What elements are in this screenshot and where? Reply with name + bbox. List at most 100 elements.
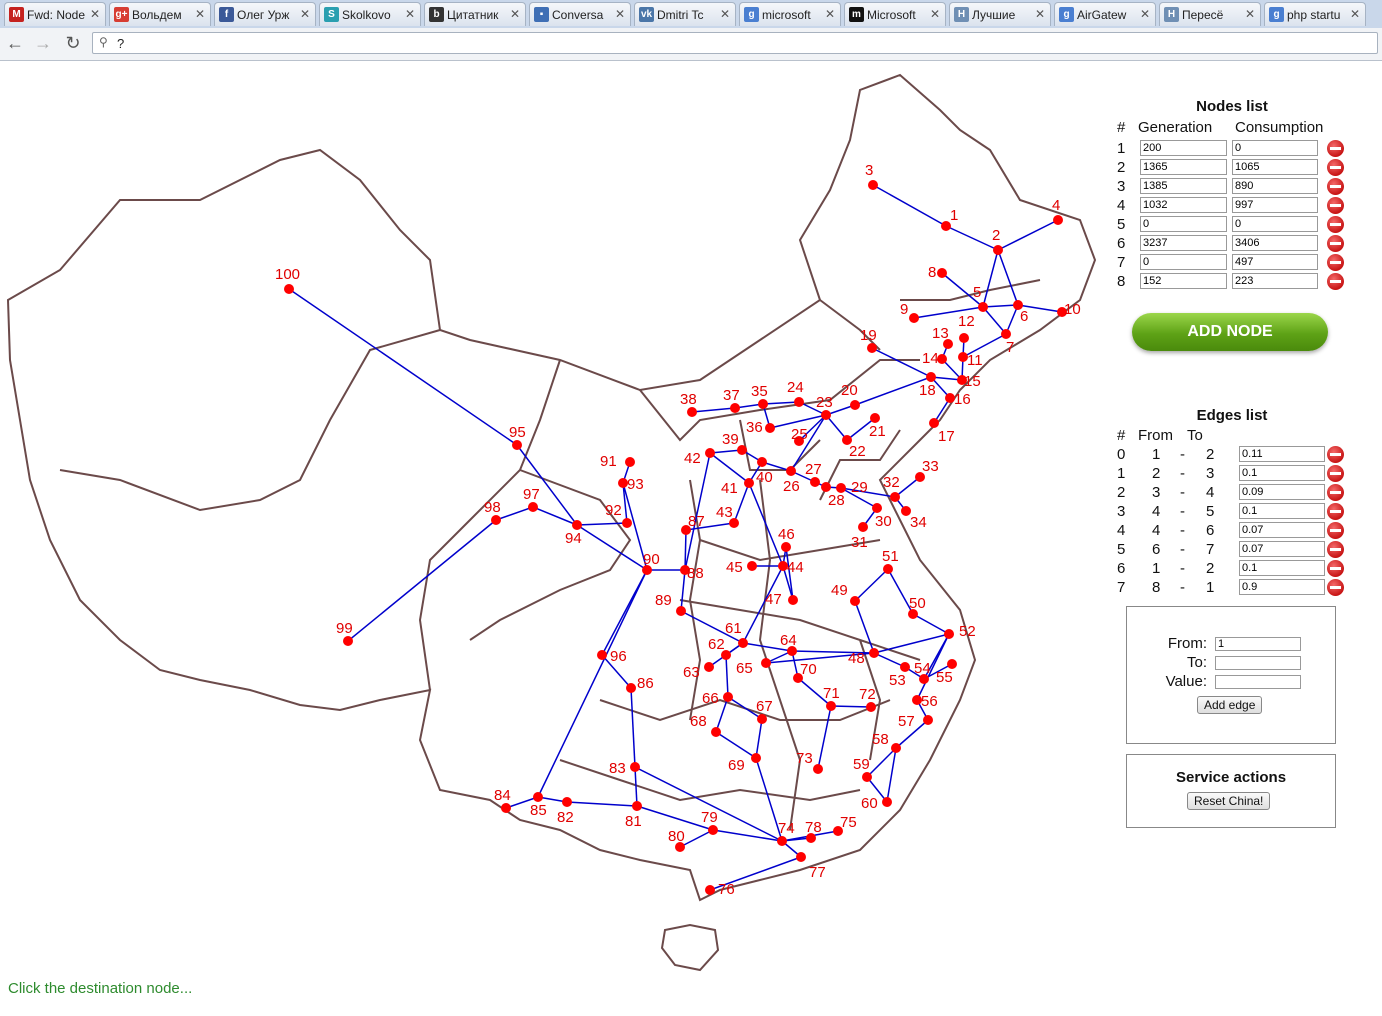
node-dot[interactable]: [900, 662, 910, 672]
node-dot[interactable]: [862, 772, 872, 782]
map-node[interactable]: 79: [701, 809, 718, 835]
node-dot[interactable]: [826, 701, 836, 711]
node-dot[interactable]: [777, 836, 787, 846]
browser-tab[interactable]: b Цитатник ✕: [424, 2, 526, 26]
map-node[interactable]: 68: [690, 713, 721, 737]
node-dot[interactable]: [793, 673, 803, 683]
node-dot[interactable]: [912, 695, 922, 705]
close-tab-icon[interactable]: ✕: [1139, 7, 1150, 21]
china-map[interactable]: 1 2 3 4 5 6 7 8 9 10 11 12 13 14 15 16 17 18 19 20 21 22 23 24 2…: [0, 62, 1110, 982]
node-dot[interactable]: [533, 792, 543, 802]
node-dot[interactable]: [866, 702, 876, 712]
close-tab-icon[interactable]: ✕: [89, 7, 100, 21]
consumption-input[interactable]: [1232, 254, 1318, 270]
map-node[interactable]: 57: [898, 713, 933, 730]
map-node[interactable]: 9: [900, 301, 919, 323]
close-tab-icon[interactable]: ✕: [404, 7, 415, 21]
map-node[interactable]: 84: [494, 787, 511, 813]
node-dot[interactable]: [993, 245, 1003, 255]
consumption-input[interactable]: [1232, 235, 1318, 251]
node-dot[interactable]: [821, 410, 831, 420]
node-dot[interactable]: [943, 339, 953, 349]
map-node[interactable]: 63: [683, 662, 714, 681]
node-dot[interactable]: [929, 418, 939, 428]
map-node[interactable]: 90: [642, 551, 660, 575]
node-dot[interactable]: [1001, 329, 1011, 339]
node-dot[interactable]: [737, 445, 747, 455]
map-node[interactable]: 66: [702, 690, 733, 707]
node-dot[interactable]: [757, 714, 767, 724]
map-node[interactable]: 27: [805, 461, 822, 487]
node-dot[interactable]: [786, 466, 796, 476]
map-node[interactable]: 5: [973, 284, 988, 312]
map-node[interactable]: 8: [928, 264, 947, 281]
generation-input[interactable]: [1140, 140, 1227, 156]
map-node[interactable]: 50: [908, 595, 926, 619]
forward-icon[interactable]: →: [34, 33, 52, 53]
map-node[interactable]: 65: [736, 658, 771, 677]
map-node[interactable]: 59: [853, 756, 872, 782]
value-input[interactable]: [1215, 675, 1301, 689]
node-dot[interactable]: [901, 506, 911, 516]
map-node[interactable]: 91: [600, 453, 635, 470]
node-dot[interactable]: [625, 457, 635, 467]
map-node[interactable]: 4: [1052, 197, 1063, 225]
node-dot[interactable]: [978, 302, 988, 312]
map-node[interactable]: 74: [777, 820, 795, 846]
map-node[interactable]: 36: [746, 419, 775, 436]
map-node[interactable]: 10: [1057, 301, 1081, 318]
map-node[interactable]: 62: [708, 636, 731, 660]
map-node[interactable]: 58: [872, 731, 901, 753]
node-dot[interactable]: [842, 435, 852, 445]
node-dot[interactable]: [730, 403, 740, 413]
node-dot[interactable]: [778, 561, 788, 571]
map-node[interactable]: 22: [842, 435, 866, 460]
map-node[interactable]: 61: [725, 620, 748, 648]
map-node[interactable]: 39: [722, 431, 747, 455]
node-dot[interactable]: [761, 658, 771, 668]
node-dot[interactable]: [915, 472, 925, 482]
delete-node-icon[interactable]: [1327, 216, 1344, 233]
node-dot[interactable]: [642, 565, 652, 575]
map-node[interactable]: 51: [882, 548, 899, 574]
back-icon[interactable]: ←: [6, 33, 24, 53]
node-dot[interactable]: [810, 477, 820, 487]
browser-tab[interactable]: m Microsoft ✕: [844, 2, 946, 26]
map-node[interactable]: 30: [872, 503, 892, 530]
node-dot[interactable]: [796, 852, 806, 862]
generation-input[interactable]: [1140, 273, 1227, 289]
map-node[interactable]: 69: [728, 753, 761, 774]
map-node[interactable]: 56: [912, 693, 938, 710]
node-dot[interactable]: [1057, 307, 1067, 317]
map-node[interactable]: 24: [787, 379, 804, 407]
browser-tab[interactable]: g php startu ✕: [1264, 2, 1366, 26]
delete-node-icon[interactable]: [1327, 140, 1344, 157]
edge-value-input[interactable]: [1239, 579, 1325, 595]
map-node[interactable]: 80: [668, 828, 685, 852]
delete-edge-icon[interactable]: [1327, 560, 1344, 577]
node-dot[interactable]: [937, 354, 947, 364]
node-dot[interactable]: [850, 596, 860, 606]
map-node[interactable]: 98: [484, 499, 501, 525]
delete-node-icon[interactable]: [1327, 254, 1344, 271]
node-dot[interactable]: [941, 221, 951, 231]
map-node[interactable]: 26: [783, 466, 800, 495]
map-node[interactable]: 17: [929, 418, 955, 445]
edge-value-input[interactable]: [1239, 503, 1325, 519]
node-dot[interactable]: [491, 515, 501, 525]
map-node[interactable]: 86: [626, 675, 654, 693]
node-dot[interactable]: [1053, 215, 1063, 225]
map-node[interactable]: 38: [680, 391, 697, 417]
edge-value-input[interactable]: [1239, 484, 1325, 500]
delete-edge-icon[interactable]: [1327, 484, 1344, 501]
node-dot[interactable]: [909, 313, 919, 323]
node-dot[interactable]: [708, 825, 718, 835]
map-node[interactable]: 31: [851, 522, 868, 551]
delete-edge-icon[interactable]: [1327, 522, 1344, 539]
node-dot[interactable]: [806, 833, 816, 843]
browser-tab[interactable]: S Skolkovo ✕: [319, 2, 421, 26]
map-node[interactable]: 73: [796, 750, 823, 774]
map-node[interactable]: 19: [860, 327, 877, 353]
